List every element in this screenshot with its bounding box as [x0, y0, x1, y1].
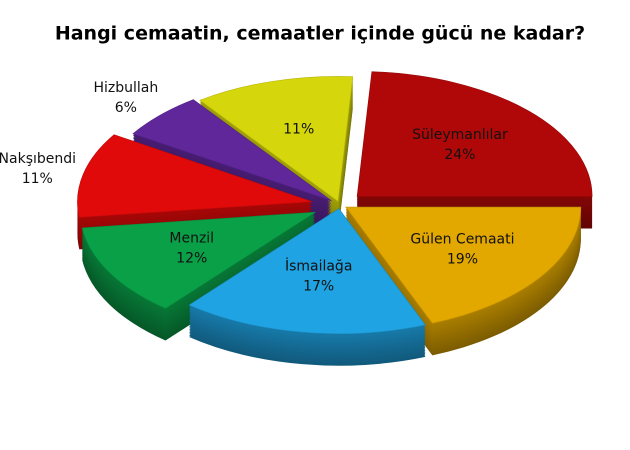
slice	[188, 208, 426, 366]
slice-label: Menzil	[169, 230, 214, 246]
slice-label: Süleymanlılar	[412, 127, 508, 143]
slice	[356, 71, 593, 229]
value-label: 12%	[176, 250, 207, 266]
slice-top	[188, 208, 426, 335]
slice-top	[132, 99, 332, 202]
slice	[345, 206, 582, 356]
value-label: 17%	[303, 279, 334, 295]
slice-top	[345, 206, 582, 324]
value-label: 24%	[444, 147, 475, 163]
value-label: 6%	[115, 100, 137, 116]
chart-title: Hangi cemaatin, cemaatler içinde gücü ne…	[55, 23, 585, 45]
slice	[77, 134, 313, 250]
value-label: 19%	[447, 251, 478, 267]
value-label: 11%	[283, 121, 314, 137]
slice-label: Nakşıbendi	[0, 151, 76, 167]
slice-top	[199, 76, 354, 202]
slice-label: İsmailağa	[285, 257, 352, 275]
slice	[81, 211, 316, 341]
value-label: 11%	[22, 171, 53, 187]
slice-top	[356, 71, 593, 197]
slice-label: Hizbullah	[93, 80, 158, 96]
slice-top	[77, 134, 313, 218]
slice-label: Gülen Cemaati	[410, 231, 514, 247]
slice-top	[81, 211, 316, 309]
